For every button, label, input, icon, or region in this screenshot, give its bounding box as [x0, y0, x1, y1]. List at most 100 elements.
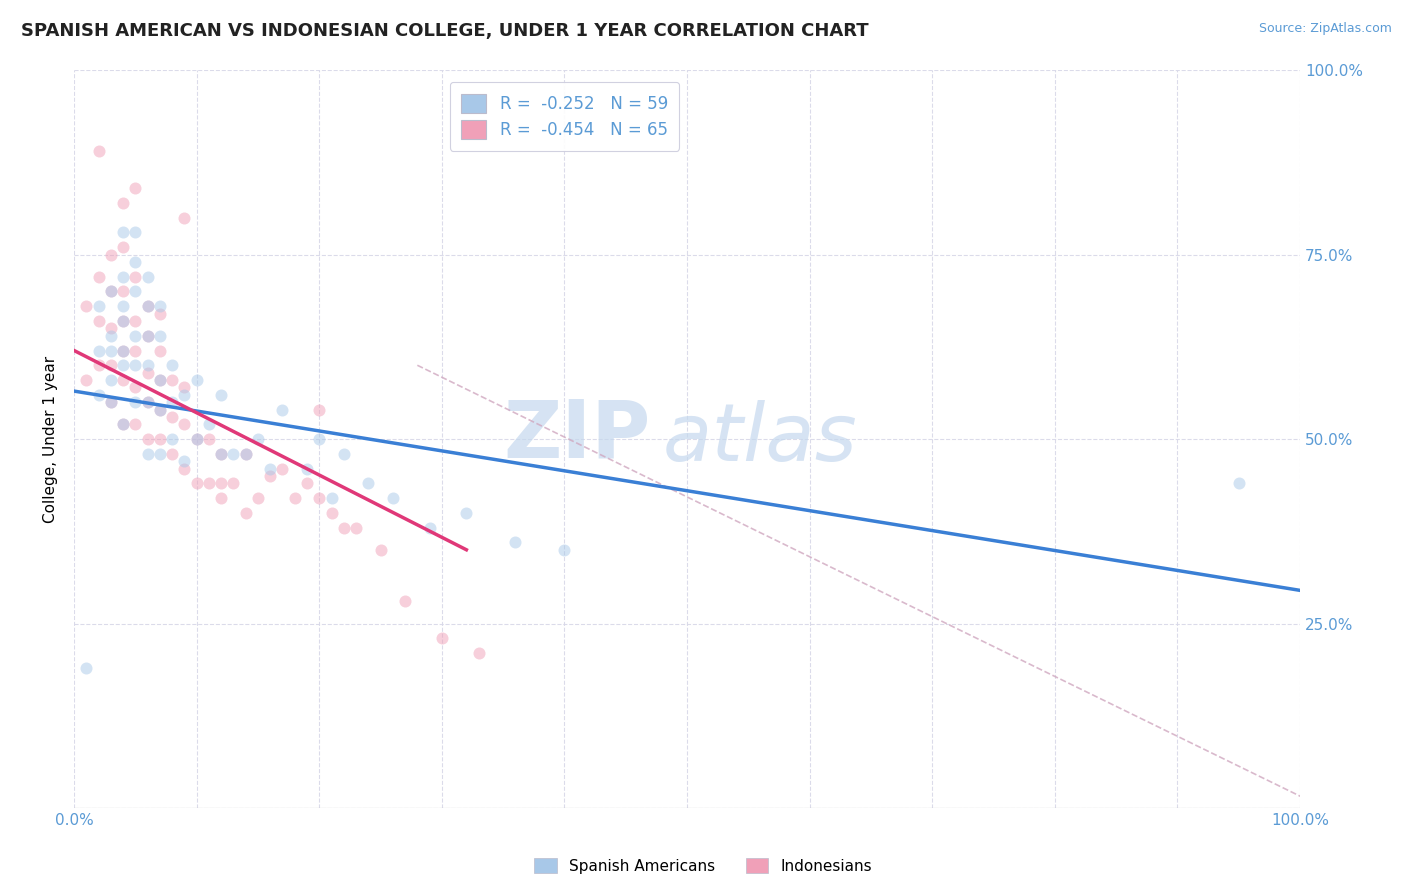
Point [160, 409, 183, 424]
Point [149, 373, 172, 387]
Point [100, 321, 122, 335]
Point [87, 314, 110, 328]
Point [136, 447, 159, 461]
Point [209, 491, 232, 505]
Point [87, 299, 110, 313]
Point [124, 358, 146, 372]
Point [112, 314, 135, 328]
Point [308, 432, 330, 446]
Point [553, 542, 575, 557]
Point [100, 285, 122, 299]
Point [149, 328, 172, 343]
Point [173, 388, 195, 402]
Point [112, 343, 135, 358]
Point [124, 395, 146, 409]
Point [87, 145, 110, 159]
Point [87, 269, 110, 284]
Legend: Spanish Americans, Indonesians: Spanish Americans, Indonesians [527, 852, 879, 880]
Text: ZIP: ZIP [503, 396, 651, 475]
Point [284, 491, 307, 505]
Point [124, 380, 146, 394]
Point [100, 285, 122, 299]
Point [173, 380, 195, 394]
Point [136, 366, 159, 380]
Point [136, 299, 159, 313]
Point [136, 299, 159, 313]
Point [198, 432, 221, 446]
Point [321, 506, 343, 520]
Point [100, 328, 122, 343]
Point [235, 447, 257, 461]
Point [209, 447, 232, 461]
Point [235, 506, 257, 520]
Point [160, 373, 183, 387]
Text: Source: ZipAtlas.com: Source: ZipAtlas.com [1258, 22, 1392, 36]
Point [430, 632, 453, 646]
Point [87, 388, 110, 402]
Point [259, 461, 281, 475]
Point [112, 343, 135, 358]
Legend: R =  -0.252   N = 59, R =  -0.454   N = 65: R = -0.252 N = 59, R = -0.454 N = 65 [450, 82, 679, 151]
Point [100, 247, 122, 261]
Point [467, 646, 489, 660]
Point [124, 285, 146, 299]
Point [370, 542, 392, 557]
Point [112, 373, 135, 387]
Point [271, 402, 294, 417]
Point [246, 432, 269, 446]
Point [173, 211, 195, 225]
Point [112, 240, 135, 254]
Point [112, 358, 135, 372]
Point [136, 358, 159, 372]
Point [344, 521, 367, 535]
Point [149, 373, 172, 387]
Point [1227, 476, 1250, 491]
Point [259, 469, 281, 483]
Point [149, 343, 172, 358]
Point [186, 432, 208, 446]
Point [149, 432, 172, 446]
Point [246, 491, 269, 505]
Point [124, 314, 146, 328]
Point [112, 226, 135, 240]
Point [112, 314, 135, 328]
Point [136, 395, 159, 409]
Point [271, 461, 294, 475]
Point [112, 269, 135, 284]
Text: SPANISH AMERICAN VS INDONESIAN COLLEGE, UNDER 1 YEAR CORRELATION CHART: SPANISH AMERICAN VS INDONESIAN COLLEGE, … [21, 22, 869, 40]
Point [112, 417, 135, 432]
Point [87, 358, 110, 372]
Point [321, 491, 343, 505]
Point [100, 395, 122, 409]
Point [124, 269, 146, 284]
Point [136, 432, 159, 446]
Point [149, 307, 172, 321]
Point [124, 181, 146, 195]
Point [186, 476, 208, 491]
Point [419, 521, 441, 535]
Point [136, 269, 159, 284]
Point [136, 328, 159, 343]
Point [222, 447, 245, 461]
Point [173, 417, 195, 432]
Point [333, 521, 356, 535]
Point [308, 491, 330, 505]
Point [112, 195, 135, 210]
Point [295, 461, 318, 475]
Point [75, 299, 97, 313]
Point [149, 402, 172, 417]
Point [505, 535, 527, 549]
Text: atlas: atlas [662, 401, 858, 478]
Point [112, 299, 135, 313]
Point [124, 255, 146, 269]
Point [149, 402, 172, 417]
Point [308, 402, 330, 417]
Point [112, 417, 135, 432]
Point [160, 432, 183, 446]
Point [186, 432, 208, 446]
Point [75, 373, 97, 387]
Point [381, 491, 404, 505]
Point [112, 285, 135, 299]
Point [222, 476, 245, 491]
Point [136, 395, 159, 409]
